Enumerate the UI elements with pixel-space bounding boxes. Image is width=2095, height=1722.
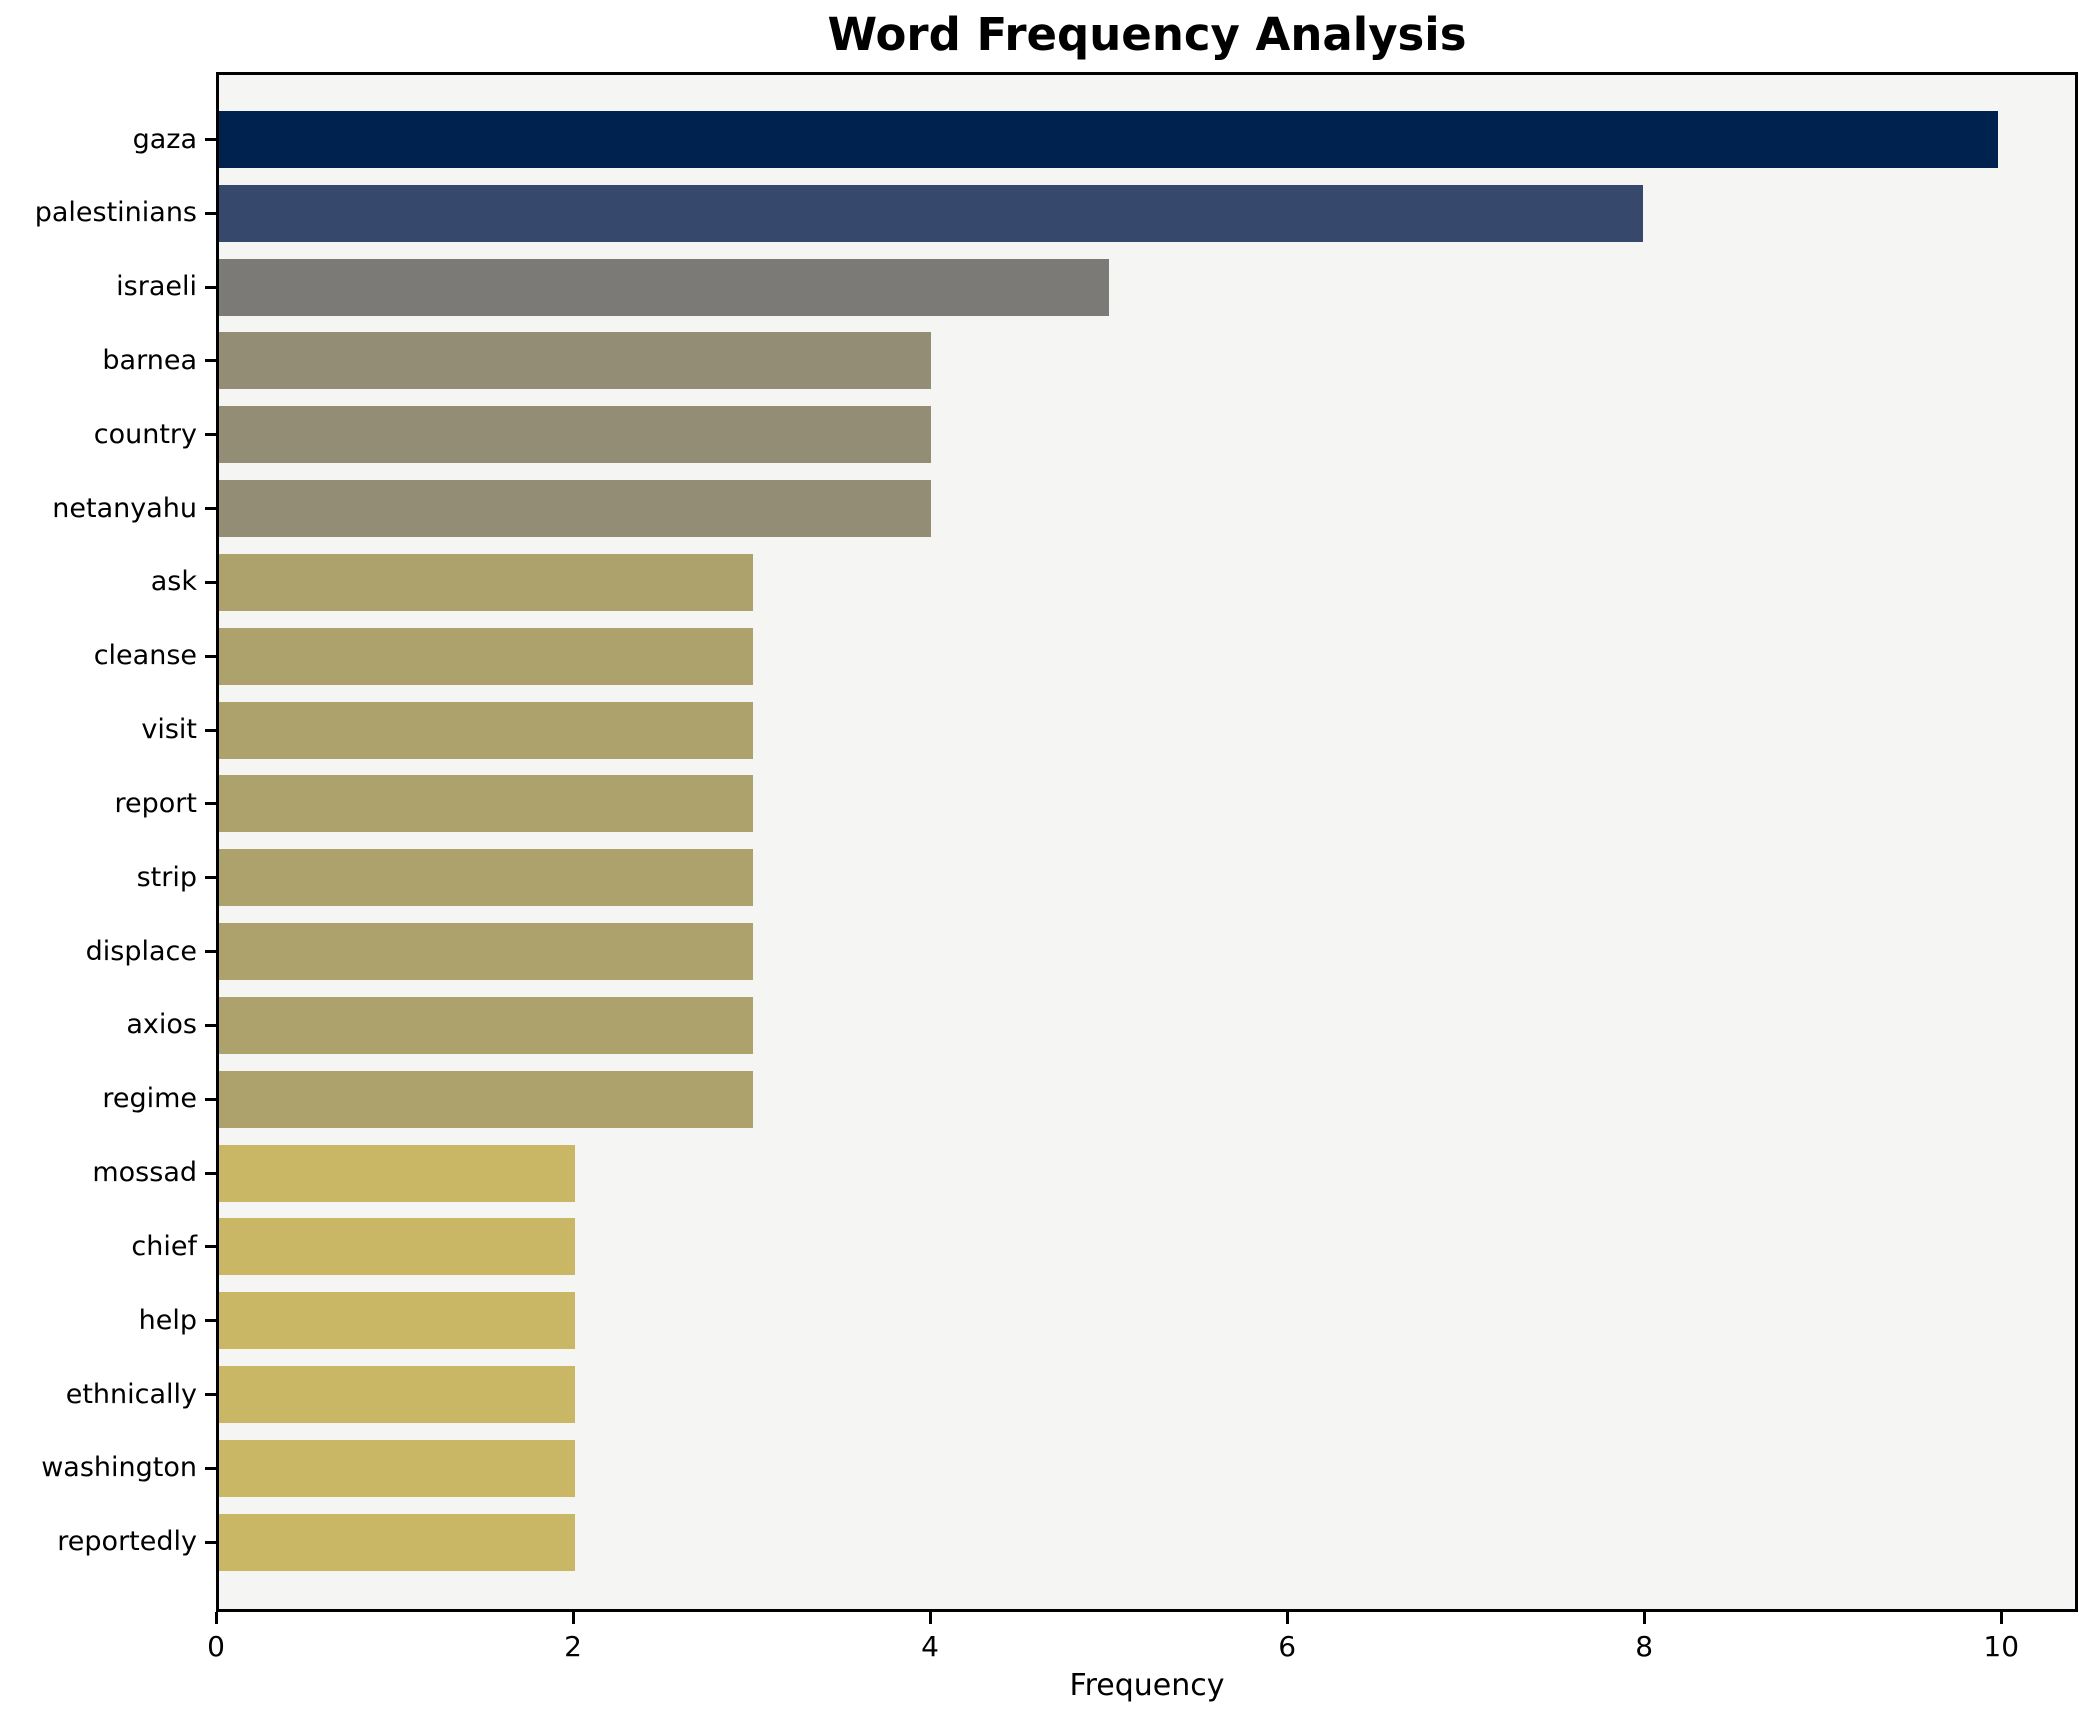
bar-row: ethnically <box>66 1366 2075 1424</box>
x-tick-mark <box>928 1612 932 1624</box>
bar-row: palestinians <box>35 184 2075 242</box>
x-tick-mark <box>214 1612 218 1624</box>
bars-container: gaza palestinians israeli barnea country neta… <box>35 75 2075 1609</box>
y-tick-mark <box>205 1319 217 1323</box>
bar-row: country <box>94 406 2075 464</box>
bar-row: report <box>115 775 2075 833</box>
y-tick-label: barnea <box>102 344 197 376</box>
y-tick-mark <box>205 211 217 215</box>
y-tick-label: regime <box>102 1083 197 1115</box>
x-axis-title: Frequency <box>1069 1668 1225 1703</box>
bar <box>219 1070 753 1128</box>
bar <box>219 1292 575 1350</box>
bar <box>219 996 753 1054</box>
y-tick-mark <box>205 138 217 141</box>
y-tick-label: country <box>93 418 197 450</box>
bar <box>219 701 753 759</box>
bar-row: barnea <box>102 332 2075 390</box>
bar <box>219 111 1999 168</box>
y-tick-mark <box>205 1023 217 1027</box>
bar <box>219 184 1643 242</box>
y-tick-label: ask <box>150 566 197 598</box>
y-tick-label: netanyahu <box>52 492 197 524</box>
y-tick-label: displace <box>85 935 197 967</box>
y-tick-mark <box>205 728 217 732</box>
bar-row: ask <box>151 553 2075 611</box>
bar <box>219 923 753 981</box>
bar <box>219 258 1109 316</box>
bar-row: washington <box>41 1439 2075 1497</box>
y-tick-label: report <box>114 787 197 819</box>
bar-row: reportedly <box>57 1513 2075 1571</box>
bar <box>219 627 753 685</box>
y-tick-mark <box>205 507 217 511</box>
bar <box>219 1144 575 1202</box>
x-tick-label: 2 <box>564 1630 582 1663</box>
bar-row: displace <box>86 923 2075 981</box>
y-tick-label: israeli <box>116 271 197 303</box>
y-tick-label: palestinians <box>34 197 197 229</box>
y-tick-label: strip <box>136 861 197 893</box>
bar-row: visit <box>141 701 2075 759</box>
y-tick-mark <box>205 1540 217 1544</box>
bar <box>219 1439 575 1497</box>
y-tick-mark <box>205 285 217 289</box>
bar-row: axios <box>126 996 2075 1054</box>
y-tick-label: cleanse <box>93 640 197 672</box>
bar <box>219 1218 575 1276</box>
y-tick-label: axios <box>126 1009 197 1041</box>
y-tick-label: washington <box>41 1452 197 1484</box>
bar-row: chief <box>131 1218 2075 1276</box>
y-tick-mark <box>205 1393 217 1397</box>
x-tick-label: 0 <box>207 1630 225 1663</box>
y-tick-mark <box>205 876 217 880</box>
x-tick-label: 8 <box>1635 1630 1654 1663</box>
y-tick-label: gaza <box>132 123 197 155</box>
y-tick-label: help <box>138 1304 197 1336</box>
y-tick-label: reportedly <box>57 1526 197 1558</box>
y-tick-mark <box>205 580 217 584</box>
y-tick-mark <box>205 950 217 954</box>
x-tick-label: 6 <box>1278 1630 1297 1663</box>
y-tick-label: chief <box>131 1230 197 1262</box>
y-tick-label: mossad <box>92 1156 197 1188</box>
bar-row: cleanse <box>94 627 2075 685</box>
plot-area: gaza palestinians israeli barnea country neta… <box>35 72 2078 1612</box>
y-tick-label: visit <box>141 714 197 746</box>
x-tick-mark <box>1642 1612 1646 1624</box>
bar <box>219 553 753 611</box>
bar-row: strip <box>137 849 2075 907</box>
bar-row: help <box>139 1292 2075 1350</box>
y-tick-mark <box>205 359 217 363</box>
x-tick-mark <box>1285 1612 1289 1624</box>
bar <box>219 849 753 907</box>
y-tick-mark <box>205 1097 217 1101</box>
x-tick-label: 10 <box>1983 1630 2020 1663</box>
bar-row: regime <box>102 1070 2075 1128</box>
chart-title: Word Frequency Analysis <box>827 8 1467 61</box>
bar-row: netanyahu <box>52 480 2075 538</box>
bar <box>219 332 931 390</box>
y-tick-mark <box>205 654 217 658</box>
bar <box>219 775 753 833</box>
y-tick-mark <box>205 1245 217 1249</box>
y-tick-mark <box>205 1171 217 1175</box>
y-tick-mark <box>205 1466 217 1470</box>
bar <box>219 1513 575 1571</box>
x-tick-label: 4 <box>921 1630 940 1663</box>
bar-row: mossad <box>92 1144 2075 1202</box>
bar <box>219 1366 575 1424</box>
bar <box>219 406 931 464</box>
y-tick-label: ethnically <box>65 1378 197 1410</box>
bar <box>219 480 931 538</box>
x-tick-mark <box>1999 1612 2003 1624</box>
x-tick-mark <box>571 1612 575 1624</box>
y-tick-mark <box>205 433 217 437</box>
bar-row: israeli <box>116 258 2075 316</box>
bar-row: gaza <box>133 111 2075 168</box>
y-tick-mark <box>205 802 217 806</box>
